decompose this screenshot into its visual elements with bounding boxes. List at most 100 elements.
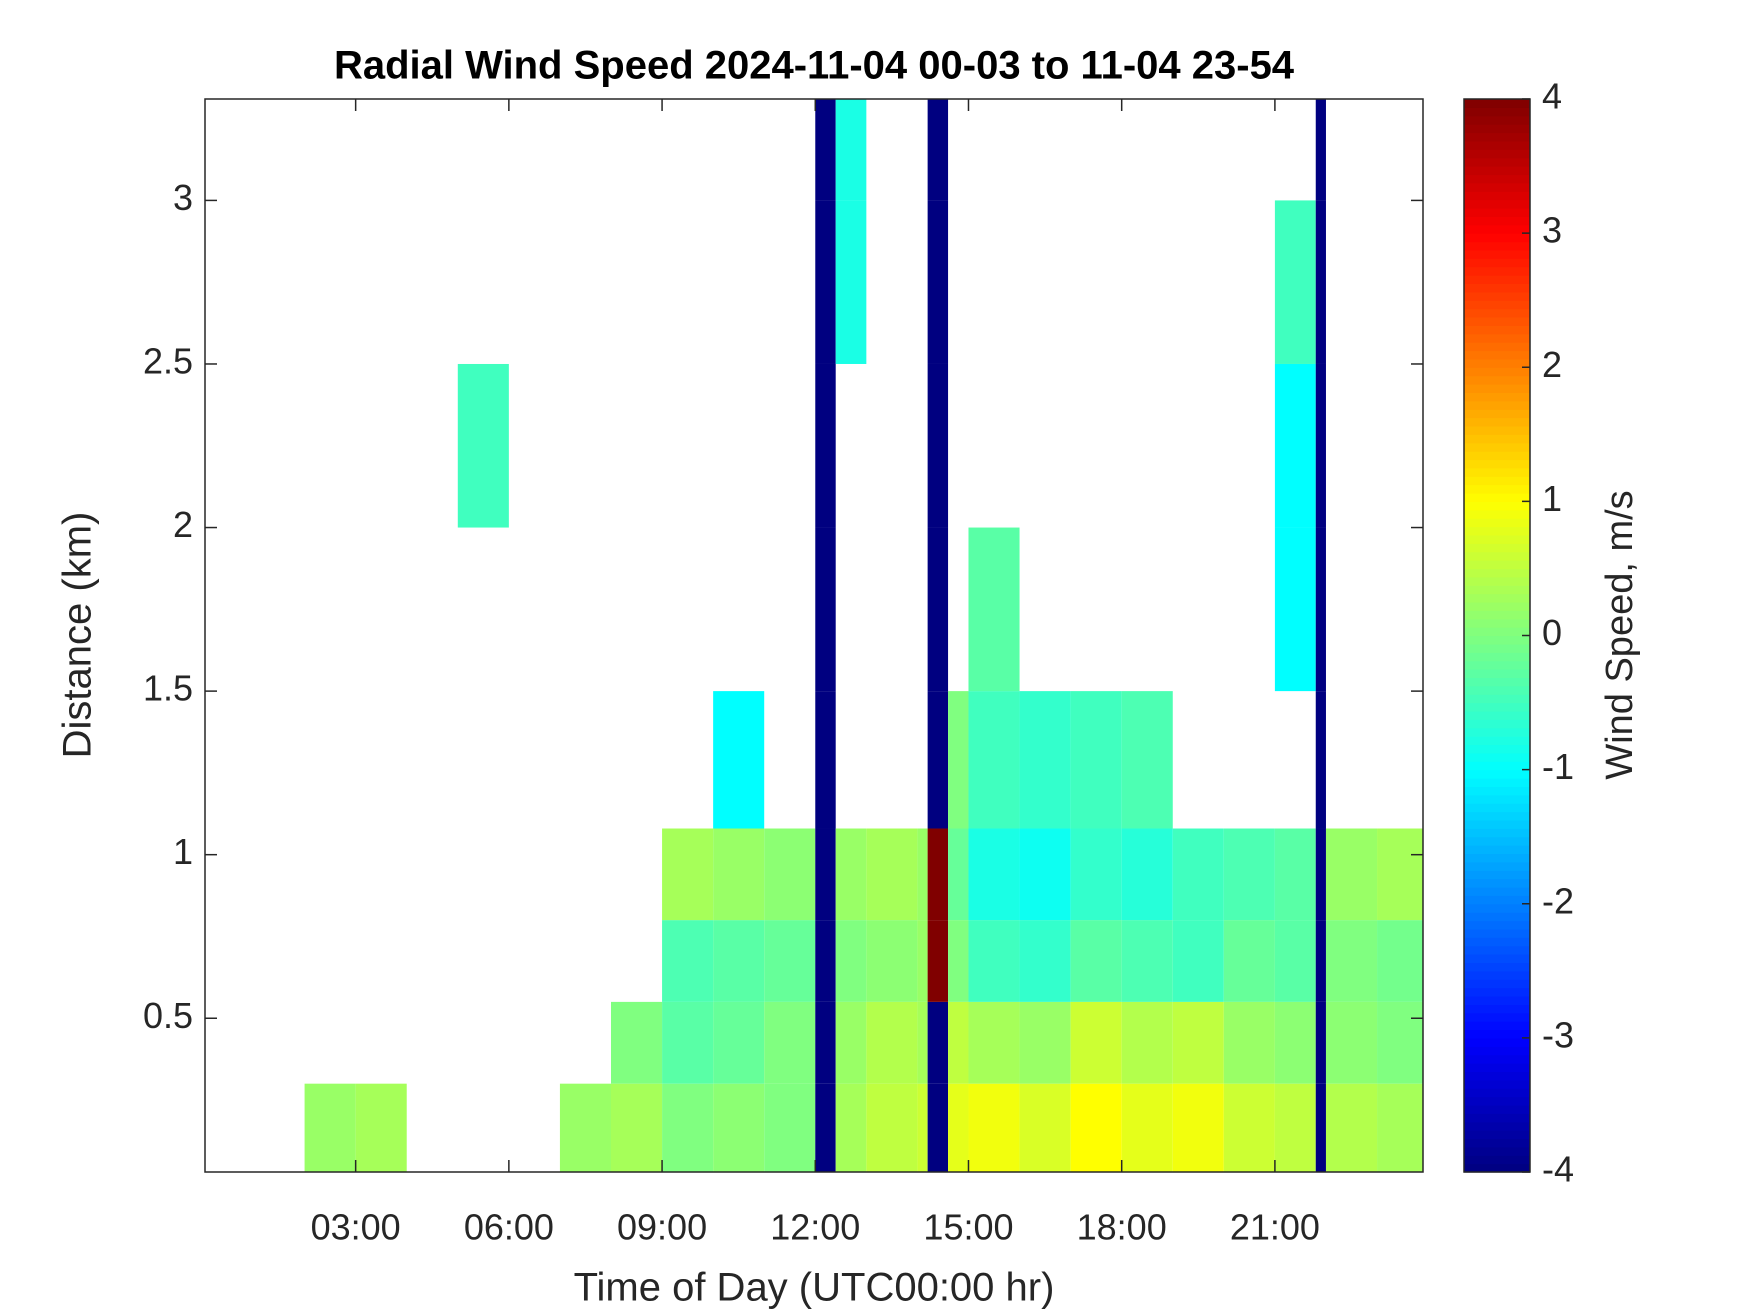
colorbar-swatch xyxy=(1464,459,1530,469)
heatmap-cell xyxy=(1121,1083,1173,1172)
colorbar-swatch xyxy=(1464,1046,1530,1056)
colorbar-swatch xyxy=(1464,601,1530,611)
colorbar-swatch xyxy=(1464,853,1530,863)
colorbar-swatch xyxy=(1464,828,1530,838)
colorbar-swatch xyxy=(1464,895,1530,905)
heatmap-cell xyxy=(1019,828,1071,921)
heatmap-cell xyxy=(1315,527,1326,692)
heatmap-cell xyxy=(927,99,949,201)
heatmap-cell xyxy=(968,920,1020,1002)
heatmap-cell xyxy=(968,828,1020,921)
y-tick-label: 1.5 xyxy=(143,668,193,709)
heatmap-cell xyxy=(1223,920,1275,1002)
heatmap-cell xyxy=(917,1083,928,1172)
heatmap-cell xyxy=(948,1083,969,1172)
colorbar-swatch xyxy=(1464,166,1530,176)
colorbar-swatch xyxy=(1464,878,1530,888)
colorbar-swatch xyxy=(1464,207,1530,217)
heatmap-cell xyxy=(815,828,836,921)
colorbar-swatch xyxy=(1464,425,1530,435)
heatmap-cell xyxy=(1325,1083,1378,1172)
colorbar-swatch xyxy=(1464,484,1530,494)
colorbar-swatch xyxy=(1464,1071,1530,1081)
x-tick-label: 09:00 xyxy=(617,1207,707,1248)
heatmap-cell xyxy=(662,1083,714,1172)
heatmap-cell xyxy=(835,1001,867,1084)
heatmap-cell xyxy=(611,1001,663,1084)
colorbar-swatch xyxy=(1464,1079,1530,1089)
colorbar-swatch xyxy=(1464,115,1530,125)
colorbar-swatch xyxy=(1464,526,1530,536)
heatmap-cell xyxy=(927,527,949,692)
heatmap-cell xyxy=(1315,828,1326,921)
colorbar-tick-label: -3 xyxy=(1542,1014,1574,1055)
y-axis-label: Distance (km) xyxy=(56,512,100,759)
colorbar-swatch xyxy=(1464,710,1530,720)
colorbar-swatch xyxy=(1464,233,1530,243)
colorbar-swatch xyxy=(1464,551,1530,561)
colorbar-swatch xyxy=(1464,409,1530,419)
colorbar-swatch xyxy=(1464,736,1530,746)
heatmap-cell xyxy=(927,1083,949,1172)
heatmap-cell xyxy=(764,1001,816,1084)
heatmap-cell xyxy=(1019,920,1071,1002)
colorbar-swatch xyxy=(1464,182,1530,192)
heatmap-cell xyxy=(948,1001,969,1084)
heatmap-cell xyxy=(1377,920,1423,1002)
heatmap-cell xyxy=(559,1083,611,1172)
colorbar-swatch xyxy=(1464,1004,1530,1014)
colorbar-swatch xyxy=(1464,258,1530,268)
colorbar-swatch xyxy=(1464,987,1530,997)
heatmap-cell xyxy=(866,920,918,1002)
colorbar-swatch xyxy=(1464,836,1530,846)
heatmap-cell xyxy=(713,1001,765,1084)
heatmap-cell xyxy=(927,200,949,364)
heatmap-cell xyxy=(1019,1001,1071,1084)
colorbar-swatch xyxy=(1464,1155,1530,1165)
colorbar-swatch xyxy=(1464,954,1530,964)
colorbar-swatch xyxy=(1464,627,1530,637)
colorbar-tick-label: 3 xyxy=(1542,210,1562,251)
x-tick-label: 21:00 xyxy=(1230,1207,1320,1248)
colorbar-swatch xyxy=(1464,920,1530,930)
heatmap-cell xyxy=(1325,1001,1378,1084)
colorbar xyxy=(1464,99,1530,1173)
heatmap-cell xyxy=(355,1083,407,1172)
heatmap-cell xyxy=(968,527,1020,692)
colorbar-swatch xyxy=(1464,811,1530,821)
heatmap-cell xyxy=(1070,691,1122,829)
colorbar-swatch xyxy=(1464,1063,1530,1073)
heatmap-cell xyxy=(835,920,867,1002)
heatmap-cell xyxy=(1315,1001,1326,1084)
heatmap-cell xyxy=(927,691,949,829)
colorbar-swatch xyxy=(1464,392,1530,402)
colorbar-tick-label: -2 xyxy=(1542,880,1574,921)
heatmap-cell xyxy=(815,920,836,1002)
colorbar-swatch xyxy=(1464,509,1530,519)
colorbar-swatch xyxy=(1464,358,1530,368)
heatmap-cell xyxy=(457,363,509,528)
colorbar-swatch xyxy=(1464,576,1530,586)
colorbar-swatch xyxy=(1464,1037,1530,1047)
colorbar-swatch xyxy=(1464,241,1530,251)
colorbar-swatch xyxy=(1464,375,1530,385)
heatmap-cell xyxy=(1315,691,1326,829)
heatmap-cell xyxy=(1274,1083,1316,1172)
heatmap-cell xyxy=(968,691,1020,829)
heatmap-cell xyxy=(662,920,714,1002)
heatmap-cell xyxy=(713,920,765,1002)
heatmap-cell xyxy=(1121,828,1173,921)
colorbar-swatch xyxy=(1464,308,1530,318)
colorbar-swatch xyxy=(1464,124,1530,134)
colorbar-swatch xyxy=(1464,1096,1530,1106)
colorbar-swatch xyxy=(1464,291,1530,301)
heatmap-cell xyxy=(866,1083,918,1172)
colorbar-swatch xyxy=(1464,467,1530,477)
heatmap-cell xyxy=(1070,1083,1122,1172)
x-tick-label: 06:00 xyxy=(464,1207,554,1248)
colorbar-swatch xyxy=(1464,643,1530,653)
colorbar-swatch xyxy=(1464,132,1530,142)
heatmap-cell xyxy=(866,1001,918,1084)
heatmap-cell xyxy=(1315,920,1326,1002)
heatmap-cell xyxy=(815,691,836,829)
